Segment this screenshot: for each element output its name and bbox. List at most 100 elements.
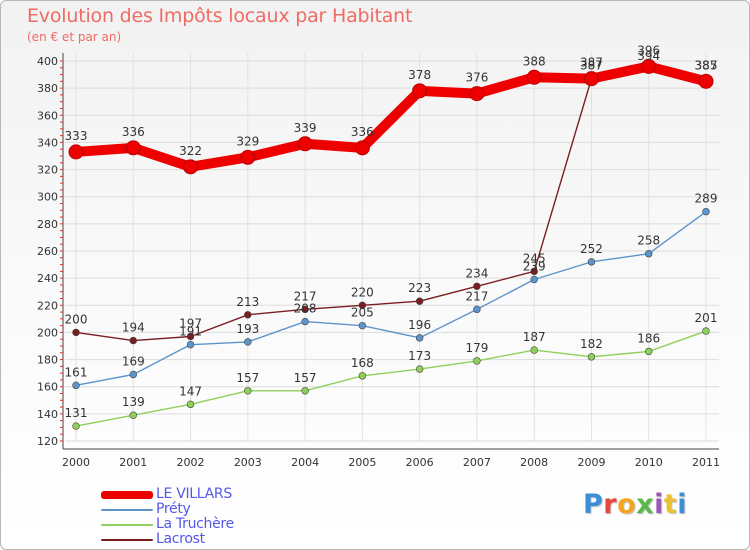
y-tick-label: 160 (37, 381, 58, 394)
data-point (301, 317, 309, 326)
data-point (125, 140, 141, 156)
legend-label: Lacrost (156, 531, 205, 547)
data-point (68, 144, 84, 160)
data-label: 205 (351, 306, 374, 320)
data-label: 234 (465, 266, 488, 280)
data-label: 191 (179, 325, 202, 339)
data-point (72, 422, 80, 430)
x-tick-label: 2002 (177, 456, 205, 469)
data-label: 394 (637, 49, 660, 63)
data-label: 147 (179, 384, 202, 398)
data-point (473, 282, 481, 290)
proxiti-logo: Proxiti (583, 489, 687, 520)
data-point (244, 338, 252, 346)
data-point (358, 372, 367, 380)
data-label: 322 (179, 144, 202, 158)
data-label: 378 (408, 68, 431, 82)
data-point (358, 301, 367, 309)
data-label: 139 (122, 395, 145, 409)
logo-letter: P (583, 489, 604, 520)
x-tick-label: 2011 (692, 456, 720, 469)
data-point (186, 332, 195, 341)
data-label: 161 (65, 365, 88, 379)
chart-title: Evolution des Impôts locaux par Habitant (27, 5, 413, 27)
data-label: 339 (294, 121, 317, 135)
data-label: 376 (465, 71, 488, 85)
data-point (530, 267, 538, 276)
data-point (183, 159, 199, 175)
y-tick-label: 220 (37, 299, 58, 312)
data-point (526, 69, 542, 85)
legend-label: LE VILLARS (156, 486, 232, 502)
legend-swatch (101, 491, 153, 499)
y-tick-label: 360 (37, 109, 58, 122)
data-label: 217 (465, 289, 488, 303)
data-point (186, 340, 195, 349)
x-tick-label: 2004 (291, 456, 319, 469)
data-point (297, 136, 313, 152)
data-label: 187 (523, 330, 546, 344)
legend-item: Préty (101, 501, 301, 517)
x-tick-label: 2005 (348, 456, 376, 469)
x-tick-label: 2008 (520, 456, 548, 469)
data-label: 396 (637, 43, 660, 57)
data-point (641, 58, 657, 74)
y-tick-label: 300 (37, 191, 58, 204)
data-point (587, 353, 596, 361)
logo-letter: r (603, 489, 618, 520)
y-tick-label: 140 (37, 408, 58, 421)
legend-label: Préty (156, 501, 191, 517)
data-label: 169 (122, 355, 145, 369)
data-point (129, 370, 137, 379)
data-point (301, 387, 309, 395)
data-point (473, 357, 481, 365)
data-label: 336 (122, 125, 145, 139)
data-label: 208 (294, 302, 317, 316)
data-label: 329 (236, 134, 259, 148)
data-point (358, 321, 367, 330)
data-point (301, 305, 309, 314)
data-point (530, 275, 538, 284)
data-point (129, 411, 137, 419)
x-tick-label: 2000 (62, 456, 90, 469)
logo-letter: x (636, 489, 655, 520)
data-label: 157 (236, 371, 259, 385)
logo-letter: o (617, 489, 637, 520)
data-label: 193 (236, 322, 259, 336)
series-line (75, 330, 707, 427)
data-label: 387 (695, 59, 718, 73)
data-label: 197 (179, 317, 202, 331)
data-label: 336 (351, 125, 374, 139)
chart-legend: LE VILLARS Préty La Truchère Lacrost (101, 486, 301, 547)
data-point (240, 149, 256, 165)
data-point (415, 297, 424, 305)
data-label: 289 (695, 192, 718, 206)
legend-item: Lacrost (101, 531, 301, 547)
data-point (244, 311, 252, 319)
data-label: 182 (580, 337, 603, 351)
legend-item: La Truchère (101, 516, 301, 532)
y-tick-label: 240 (37, 272, 58, 285)
y-tick-label: 340 (37, 136, 58, 149)
data-point (702, 207, 710, 216)
data-label: 194 (122, 321, 145, 335)
data-label: 131 (65, 406, 88, 420)
x-tick-label: 2007 (463, 456, 491, 469)
data-label: 258 (637, 234, 660, 248)
data-point (354, 140, 370, 156)
data-point (72, 328, 80, 337)
data-label: 388 (523, 54, 546, 68)
data-point (415, 334, 424, 342)
data-point (412, 83, 428, 99)
data-point (473, 305, 481, 314)
data-label: 173 (408, 349, 431, 363)
data-label: 179 (465, 341, 488, 355)
data-label: 186 (637, 331, 660, 345)
data-label: 168 (351, 356, 374, 370)
x-tick-label: 2001 (119, 456, 147, 469)
data-label: 385 (695, 58, 718, 72)
x-tick-label: 2010 (635, 456, 663, 469)
data-point (129, 336, 137, 345)
